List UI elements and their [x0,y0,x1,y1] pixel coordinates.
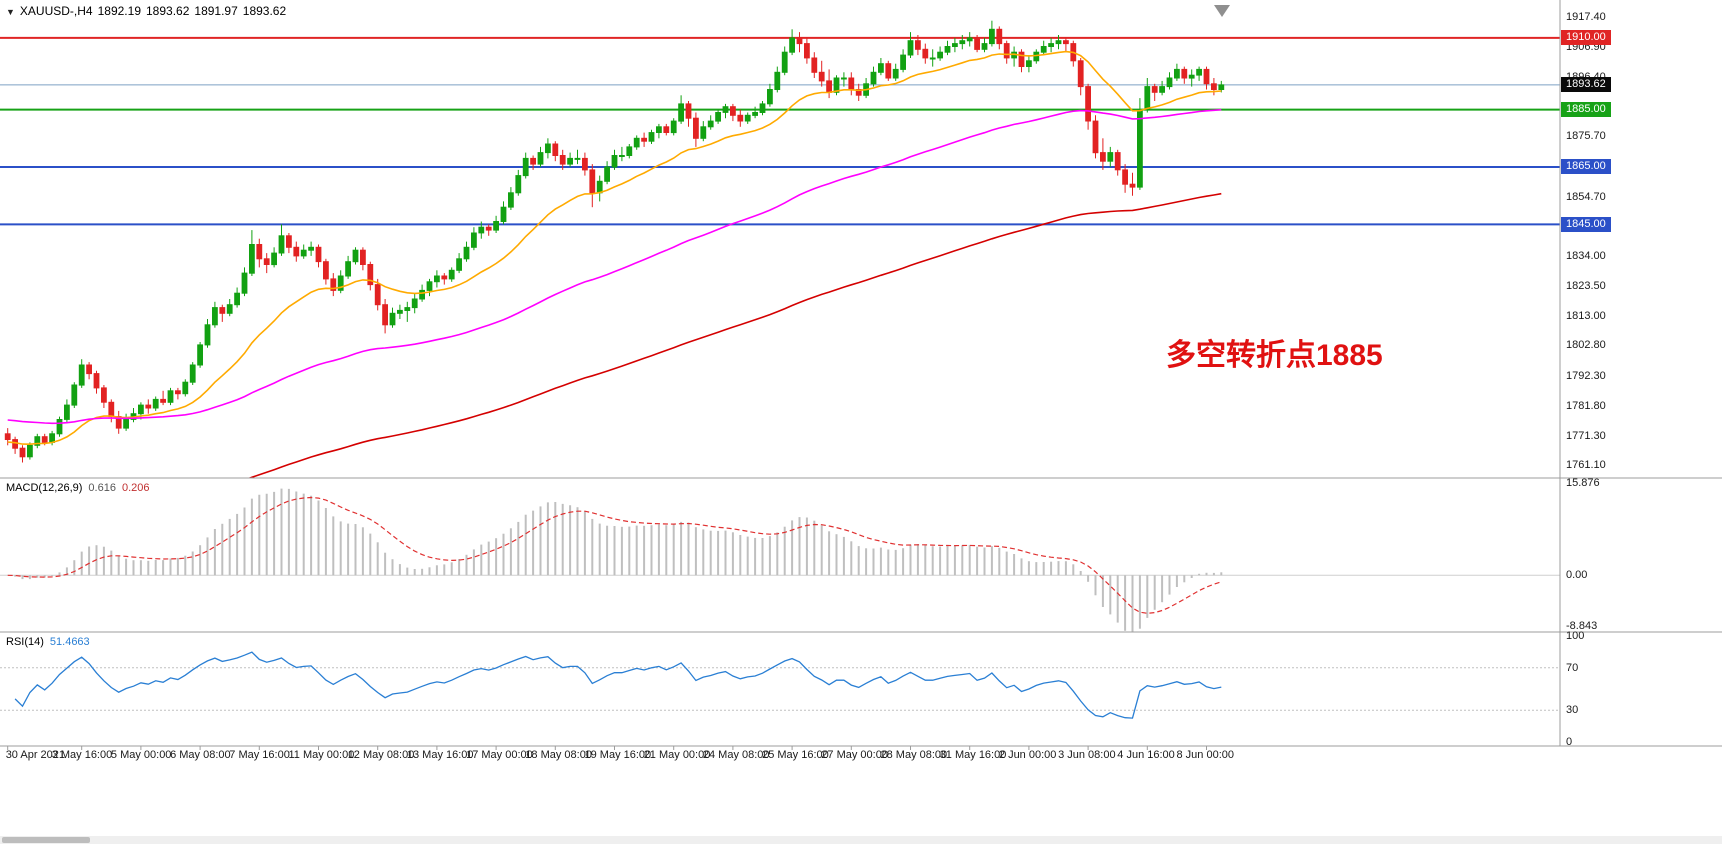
time-axis-label: 30 Apr 2021 [5,749,66,761]
price-axis-tick: 1761.10 [1566,459,1606,472]
price-tag-1865.00: 1865.00 [1561,159,1611,175]
macd-name: MACD(12,26,9) [6,482,83,494]
rsi-axis-tick: 30 [1566,704,1579,717]
high-value: 1893.62 [146,4,190,18]
time-axis-label: 5 May 00:00 [110,749,172,761]
rsi-name: RSI(14) [6,636,44,648]
time-axis-label: 31 May 16:00 [939,749,1007,761]
price-axis-tick: 1917.40 [1566,10,1606,23]
price-tag-1893.62: 1893.62 [1561,77,1611,93]
price-axis-tick: 1771.30 [1566,429,1606,442]
rsi-label: RSI(14) 51.4663 [6,636,90,648]
price-axis-tick: 1792.30 [1566,369,1606,382]
candles-layer [4,20,1225,463]
hlines-layer [0,36,1560,226]
ma-lines-layer [7,50,1222,478]
time-axis-label: 13 May 16:00 [406,749,474,761]
ohlc-readout: ▼ XAUUSD-,H4 1892.19 1893.62 1891.97 1893.62 [6,4,291,18]
time-axis-label: 3 May 16:00 [51,749,113,761]
price-axis-tick: 1802.80 [1566,339,1606,352]
time-axis-label: 2 Jun 00:00 [998,749,1057,761]
time-axis-label: 8 Jun 00:00 [1176,749,1235,761]
macd-axis-tick: 0.00 [1566,569,1588,582]
time-axis-label: 12 May 08:00 [347,749,415,761]
time-axis-label: 18 May 08:00 [525,749,592,761]
horizontal-scrollbar [0,836,1722,844]
rsi-line [14,651,1222,719]
time-axis-label: 11 May 00:00 [288,749,355,761]
macd-histogram [7,488,1223,632]
macd-signal-line [7,496,1222,614]
time-axis-label: 7 May 16:00 [229,749,290,761]
mid-ma-line [7,108,1222,425]
macd-main-value: 0.616 [88,482,116,494]
time-axis-label: 25 May 16:00 [762,749,829,761]
time-axis-label: 21 May 00:00 [643,749,711,761]
rsi-axis-tick: 70 [1566,661,1579,674]
price-axis-tick: 1781.80 [1566,399,1606,412]
time-axis-label: 24 May 08:00 [702,749,770,761]
price-axis-tick: 1854.70 [1566,190,1606,203]
price-axis-tick: 1875.70 [1566,130,1606,143]
price-tag-1885.00: 1885.00 [1561,102,1611,118]
time-axis[interactable]: 30 Apr 2021 3 May 16:00 5 May 00:00 6 May 0… [0,747,1722,767]
time-axis-label: 4 Jun 16:00 [1117,749,1175,761]
price-axis-tick: 1813.00 [1566,310,1606,323]
macd-axis-tick: -8.843 [1566,620,1598,633]
rsi-axis-tick: 100 [1566,630,1585,642]
time-axis-label: 27 May 00:00 [821,749,888,761]
rsi-axis-tick: 0 [1566,736,1573,748]
macd-signal-value: 0.206 [121,482,150,494]
open-value: 1892.19 [97,4,141,18]
low-value: 1891.97 [194,4,238,18]
time-axis-label: 3 Jun 08:00 [1058,749,1116,761]
rsi-value: 51.4663 [49,636,90,648]
price-tag-1910.00: 1910.00 [1561,30,1611,46]
time-axis-label: 28 May 08:00 [880,749,948,761]
annotation-text: 多空转折点1885 [1166,339,1383,372]
price-axis-tick: 1834.00 [1566,249,1606,262]
rsi-layer [14,651,1222,719]
price-axis[interactable]: 1917.401906.901896.401885.901875.701865.… [1560,0,1722,748]
price-tag-1845.00: 1845.00 [1561,216,1611,232]
price-axis-tick: 1823.50 [1566,280,1606,293]
time-axis-label: 19 May 16:00 [584,749,652,761]
macd-axis-tick: 15.876 [1566,477,1600,490]
symbol-timeframe: XAUUSD-,H4 [19,4,93,18]
slow-ma-line [247,192,1222,478]
time-axis-label: 17 May 00:00 [466,749,533,761]
fast-ma-line [7,50,1222,446]
macd-label: MACD(12,26,9) 0.616 0.206 [6,482,149,494]
symbol-dropdown-icon[interactable]: ▼ [6,7,15,17]
time-axis-label: 6 May 08:00 [170,749,231,761]
scrollbar-thumb[interactable] [2,837,90,843]
close-value: 1893.62 [242,4,287,18]
chart-shift-marker[interactable] [1214,5,1230,17]
